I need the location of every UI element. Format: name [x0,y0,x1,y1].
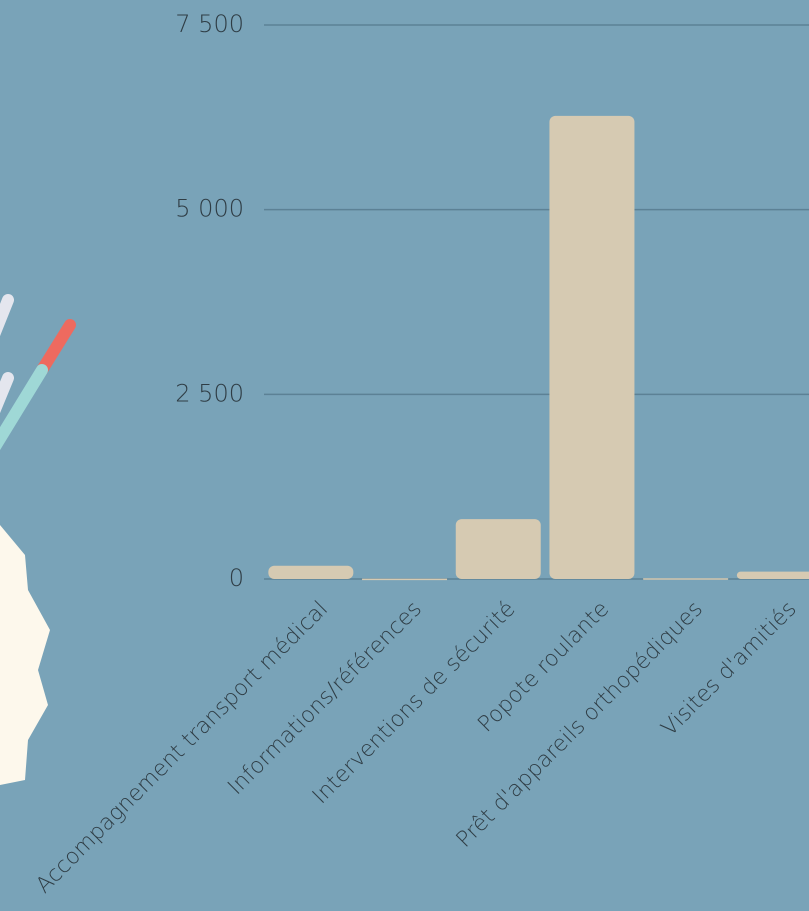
pencil-tip [36,319,76,376]
y-tick-label: 7 500 [175,10,244,38]
pencil [0,364,48,451]
bar [268,565,354,579]
bar [736,571,809,579]
bar [362,578,448,581]
y-tick-label: 0 [229,564,244,592]
badge [0,525,50,785]
bar [455,519,541,579]
x-tick-label: Interventions de sécurité [308,597,521,810]
bar [643,578,729,580]
y-tick-label: 5 000 [175,195,244,223]
y-tick-label: 2 500 [175,379,244,407]
pencil [0,372,14,414]
bar [549,115,635,579]
x-tick-label: Informations/références [223,597,426,800]
decoration [0,294,76,785]
